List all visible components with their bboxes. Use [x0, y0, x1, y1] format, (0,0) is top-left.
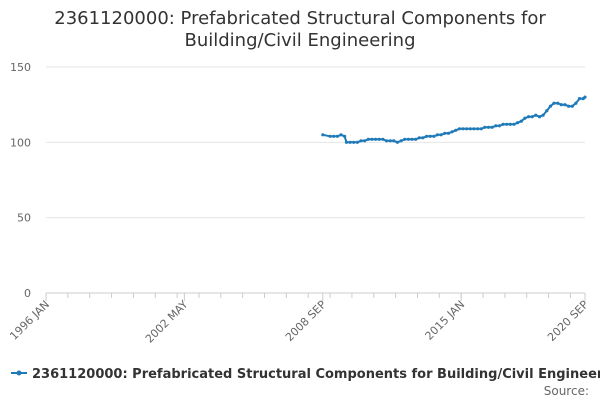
data-point[interactable] [574, 101, 578, 105]
data-point[interactable] [537, 115, 542, 119]
data-point[interactable] [355, 140, 359, 144]
data-point[interactable] [486, 125, 491, 129]
data-point[interactable] [399, 139, 403, 143]
data-point[interactable] [501, 122, 505, 126]
data-point[interactable] [439, 133, 443, 137]
data-point[interactable] [512, 122, 516, 126]
data-point[interactable] [384, 139, 389, 143]
data-point[interactable] [567, 104, 571, 108]
data-point[interactable] [494, 124, 498, 128]
data-point[interactable] [363, 139, 367, 143]
data-point[interactable] [395, 140, 399, 144]
data-point[interactable] [377, 137, 381, 141]
data-point[interactable] [523, 116, 527, 120]
data-point[interactable] [548, 104, 553, 108]
data-point[interactable] [321, 133, 325, 137]
data-point[interactable] [497, 124, 501, 128]
data-point[interactable] [446, 131, 450, 135]
y-gridlines [46, 66, 585, 219]
data-point[interactable] [332, 134, 336, 138]
data-point[interactable] [552, 101, 556, 105]
data-point[interactable] [570, 104, 574, 108]
data-point[interactable] [505, 122, 509, 126]
legend-label[interactable]: 2361120000: Prefabricated Structural Com… [32, 367, 600, 382]
x-tick-label: 2008 SEP [283, 298, 329, 344]
chart-title-line-1: 2361120000: Prefabricated Structural Com… [54, 8, 546, 29]
legend-marker-icon [16, 370, 22, 376]
data-point[interactable] [335, 134, 339, 138]
data-point[interactable] [339, 133, 343, 137]
data-point[interactable] [417, 136, 421, 140]
x-tick-label: 2015 JAN [423, 298, 468, 343]
data-point[interactable] [476, 127, 480, 131]
data-point[interactable] [428, 134, 432, 138]
data-point[interactable] [534, 113, 538, 117]
data-point[interactable] [352, 140, 356, 144]
data-point[interactable] [454, 128, 458, 132]
data-point[interactable] [432, 134, 436, 138]
data-point[interactable] [516, 121, 520, 125]
y-tick-label: 0 [24, 287, 31, 300]
data-point[interactable] [374, 137, 378, 141]
data-point[interactable] [530, 115, 534, 119]
data-point[interactable] [472, 127, 476, 131]
data-point[interactable] [563, 103, 567, 107]
data-point[interactable] [490, 125, 494, 129]
data-point[interactable] [344, 140, 349, 144]
data-point[interactable] [403, 137, 407, 141]
y-tick-label: 50 [17, 212, 31, 225]
x-tick-label: 2002 MAY [143, 298, 191, 346]
data-point[interactable] [392, 139, 396, 143]
y-tick-label: 100 [10, 136, 31, 149]
data-point[interactable] [450, 130, 454, 134]
y-tick-label: 150 [10, 61, 31, 74]
data-point[interactable] [519, 119, 523, 123]
data-point[interactable] [406, 137, 410, 141]
data-point[interactable] [483, 125, 487, 129]
data-point[interactable] [348, 140, 352, 144]
legend[interactable]: 2361120000: Prefabricated Structural Com… [11, 367, 600, 382]
data-point[interactable] [328, 134, 332, 138]
series-line[interactable] [322, 96, 586, 144]
data-point[interactable] [479, 127, 483, 131]
data-point[interactable] [583, 95, 587, 99]
data-point[interactable] [545, 109, 549, 113]
data-point[interactable] [410, 137, 414, 141]
data-point[interactable] [414, 137, 418, 141]
data-point[interactable] [461, 127, 465, 131]
data-point[interactable] [425, 134, 429, 138]
data-point[interactable] [421, 136, 425, 140]
data-point[interactable] [443, 131, 447, 135]
y-axis-tick-labels: 0 50 100 150 [10, 61, 31, 300]
data-point[interactable] [381, 137, 385, 141]
data-point[interactable] [508, 122, 512, 126]
x-axis-ticks: 1996 JAN 2002 MAY 2008 SEP 2015 JAN 2020 SEP [7, 293, 591, 346]
data-point[interactable] [343, 134, 347, 138]
data-point[interactable] [559, 103, 563, 107]
data-point[interactable] [435, 133, 440, 137]
x-tick-label: 2020 SEP [545, 298, 591, 344]
data-point[interactable] [577, 97, 582, 101]
data-point[interactable] [370, 137, 374, 141]
data-point[interactable] [457, 127, 461, 131]
data-point[interactable] [527, 115, 531, 119]
data-point[interactable] [366, 137, 370, 141]
data-point[interactable] [359, 139, 363, 143]
data-point[interactable] [541, 113, 545, 117]
data-point[interactable] [468, 127, 472, 131]
credits-source[interactable]: Source: [544, 384, 589, 398]
data-point[interactable] [388, 139, 392, 143]
data-point[interactable] [556, 101, 560, 105]
chart-title-line-2: Building/Civil Engineering [184, 30, 415, 51]
data-series [321, 95, 587, 144]
data-point[interactable] [465, 127, 469, 131]
x-tick-label: 1996 JAN [7, 298, 52, 343]
